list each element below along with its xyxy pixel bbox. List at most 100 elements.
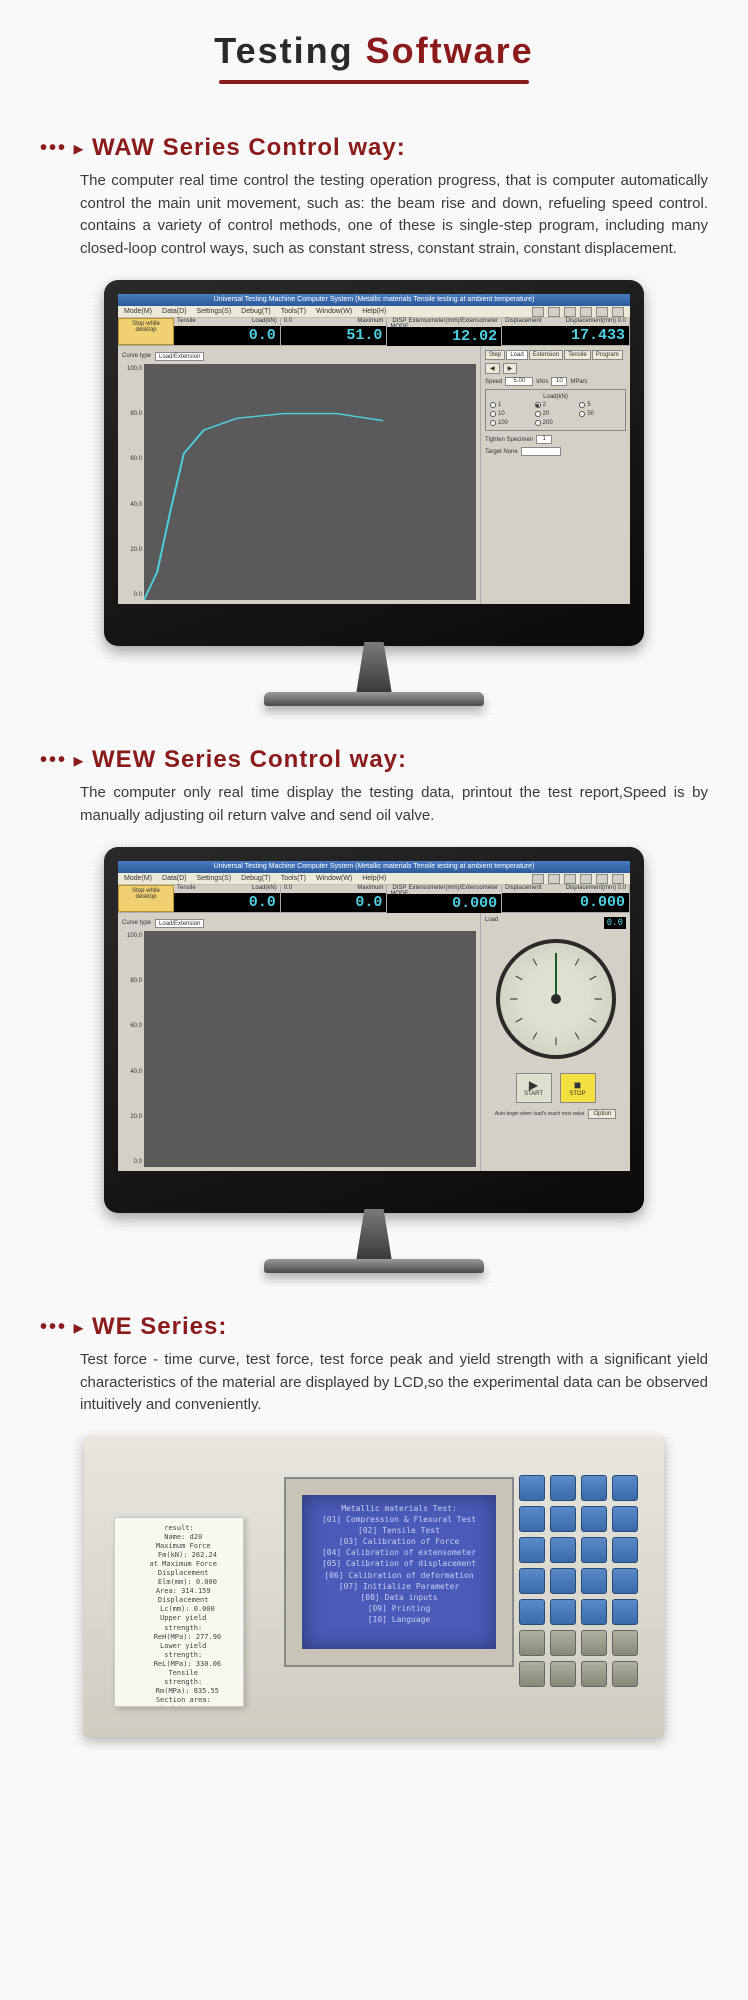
keypad-key[interactable] <box>581 1568 607 1594</box>
toolbar-icon[interactable] <box>548 874 560 884</box>
load-radio[interactable]: 10 <box>490 411 532 417</box>
speed-input[interactable]: 5.00 <box>505 377 533 386</box>
menu-item[interactable]: Help(H) <box>362 308 386 315</box>
keypad-key[interactable] <box>519 1475 545 1501</box>
target-input[interactable] <box>521 447 561 456</box>
toolbar-icon[interactable] <box>564 307 576 317</box>
menu-item[interactable]: Mode(M) <box>124 875 152 882</box>
y-tick: 60.0 <box>122 456 144 462</box>
keypad-key[interactable] <box>550 1506 576 1532</box>
menu-item[interactable]: Data(D) <box>162 875 187 882</box>
load-radio[interactable]: 2 <box>535 402 577 408</box>
section-waw-head: ••• ▸ WAW Series Control way: <box>40 134 708 162</box>
menu-item[interactable]: Window(W) <box>316 875 352 882</box>
speed-input-2[interactable]: 10 <box>551 377 567 386</box>
keypad <box>519 1475 638 1687</box>
tab-program[interactable]: Program <box>592 350 623 360</box>
menu-item[interactable]: Tools(T) <box>281 308 306 315</box>
toolbar-icon[interactable] <box>596 874 608 884</box>
keypad-key[interactable] <box>550 1475 576 1501</box>
keypad-key[interactable] <box>550 1599 576 1625</box>
section-waw-title: WAW Series Control way: <box>92 134 406 162</box>
load-radio[interactable]: 50 <box>579 411 621 417</box>
toolbar-icon[interactable] <box>532 307 544 317</box>
menu-item[interactable]: Debug(T) <box>241 875 271 882</box>
keypad-key[interactable] <box>519 1568 545 1594</box>
toolbar-icon[interactable] <box>548 307 560 317</box>
keypad-key[interactable] <box>550 1661 576 1687</box>
section-wew-head: ••• ▸ WEW Series Control way: <box>40 746 708 774</box>
menu-item[interactable]: Help(H) <box>362 875 386 882</box>
y-tick: 100.0 <box>122 933 144 939</box>
y-tick: 20.0 <box>122 1114 144 1120</box>
keypad-key[interactable] <box>581 1599 607 1625</box>
toolbar-icon[interactable] <box>612 307 624 317</box>
tab-extension[interactable]: Extension <box>529 350 563 360</box>
load-radio[interactable]: 100 <box>490 420 532 426</box>
keypad-key[interactable] <box>612 1568 638 1594</box>
load-radio[interactable]: 1 <box>490 402 532 408</box>
toolbar-icon[interactable] <box>580 874 592 884</box>
prev-button[interactable]: ◀ <box>485 363 500 374</box>
keypad-key[interactable] <box>612 1599 638 1625</box>
menu-item[interactable]: Data(D) <box>162 308 187 315</box>
curve-plot <box>144 364 476 600</box>
curve-type-combo[interactable]: Load/Extension <box>155 919 204 928</box>
keypad-key[interactable] <box>519 1661 545 1687</box>
dig-label: Maximum <box>357 318 383 326</box>
curve-type-label: Curve type <box>122 353 151 359</box>
monitor-stand-neck <box>334 1209 414 1259</box>
toolbar-icon[interactable] <box>612 874 624 884</box>
stop-button[interactable]: ■ STOP <box>560 1073 596 1103</box>
toolbar-icon[interactable] <box>580 307 592 317</box>
keypad-key[interactable] <box>612 1475 638 1501</box>
dig-value: 51.0 <box>281 326 387 345</box>
keypad-key[interactable] <box>519 1537 545 1563</box>
keypad-key[interactable] <box>612 1506 638 1532</box>
keypad-key[interactable] <box>519 1599 545 1625</box>
title-part-1: Testing <box>214 30 353 71</box>
tab-tensile[interactable]: Tensile <box>564 350 591 360</box>
keypad-key[interactable] <box>581 1537 607 1563</box>
load-box: Load(kN) 125102050100200 <box>485 389 626 431</box>
keypad-key[interactable] <box>519 1630 545 1656</box>
tab-load[interactable]: Load <box>506 350 527 360</box>
toolbar-icon[interactable] <box>596 307 608 317</box>
gauge-label: Load <box>485 917 498 929</box>
tighten-input[interactable]: 1 <box>536 435 552 444</box>
radio-label: 50 <box>587 411 594 417</box>
load-radio[interactable]: 5 <box>579 402 621 408</box>
menu-item[interactable]: Settings(S) <box>197 875 232 882</box>
menu-item[interactable]: Tools(T) <box>281 875 306 882</box>
graph-panel: Curve type Load/Extension 100.0 80.0 60.… <box>118 913 480 1171</box>
next-button[interactable]: ▶ <box>503 363 518 374</box>
tab-step[interactable]: Step <box>485 350 505 360</box>
we-device: result: Name: d20 Maximum Force Fm(kN): … <box>84 1437 664 1737</box>
load-radio[interactable]: 20 <box>535 411 577 417</box>
keypad-key[interactable] <box>581 1506 607 1532</box>
y-tick: 40.0 <box>122 1069 144 1075</box>
toolbar-icon[interactable] <box>564 874 576 884</box>
keypad-key[interactable] <box>550 1630 576 1656</box>
keypad-key[interactable] <box>519 1506 545 1532</box>
keypad-key[interactable] <box>581 1630 607 1656</box>
menu-item[interactable]: Window(W) <box>316 308 352 315</box>
keypad-key[interactable] <box>612 1537 638 1563</box>
keypad-key[interactable] <box>550 1537 576 1563</box>
curve-type-combo[interactable]: Load/Extension <box>155 352 204 361</box>
keypad-key[interactable] <box>612 1661 638 1687</box>
menu-item[interactable]: Mode(M) <box>124 308 152 315</box>
keypad-key[interactable] <box>581 1475 607 1501</box>
lcd-frame: Metallic materials Test: [01] Compressio… <box>284 1477 514 1667</box>
dig-label: Tensile <box>177 318 196 326</box>
toolbar-icon[interactable] <box>532 874 544 884</box>
load-radio[interactable]: 200 <box>535 420 577 426</box>
option-button[interactable]: Option <box>588 1109 616 1119</box>
y-tick: 0.0 <box>122 1159 144 1165</box>
menu-item[interactable]: Debug(T) <box>241 308 271 315</box>
keypad-key[interactable] <box>612 1630 638 1656</box>
menu-item[interactable]: Settings(S) <box>197 308 232 315</box>
keypad-key[interactable] <box>550 1568 576 1594</box>
keypad-key[interactable] <box>581 1661 607 1687</box>
start-button[interactable]: ▶ START <box>516 1073 552 1103</box>
